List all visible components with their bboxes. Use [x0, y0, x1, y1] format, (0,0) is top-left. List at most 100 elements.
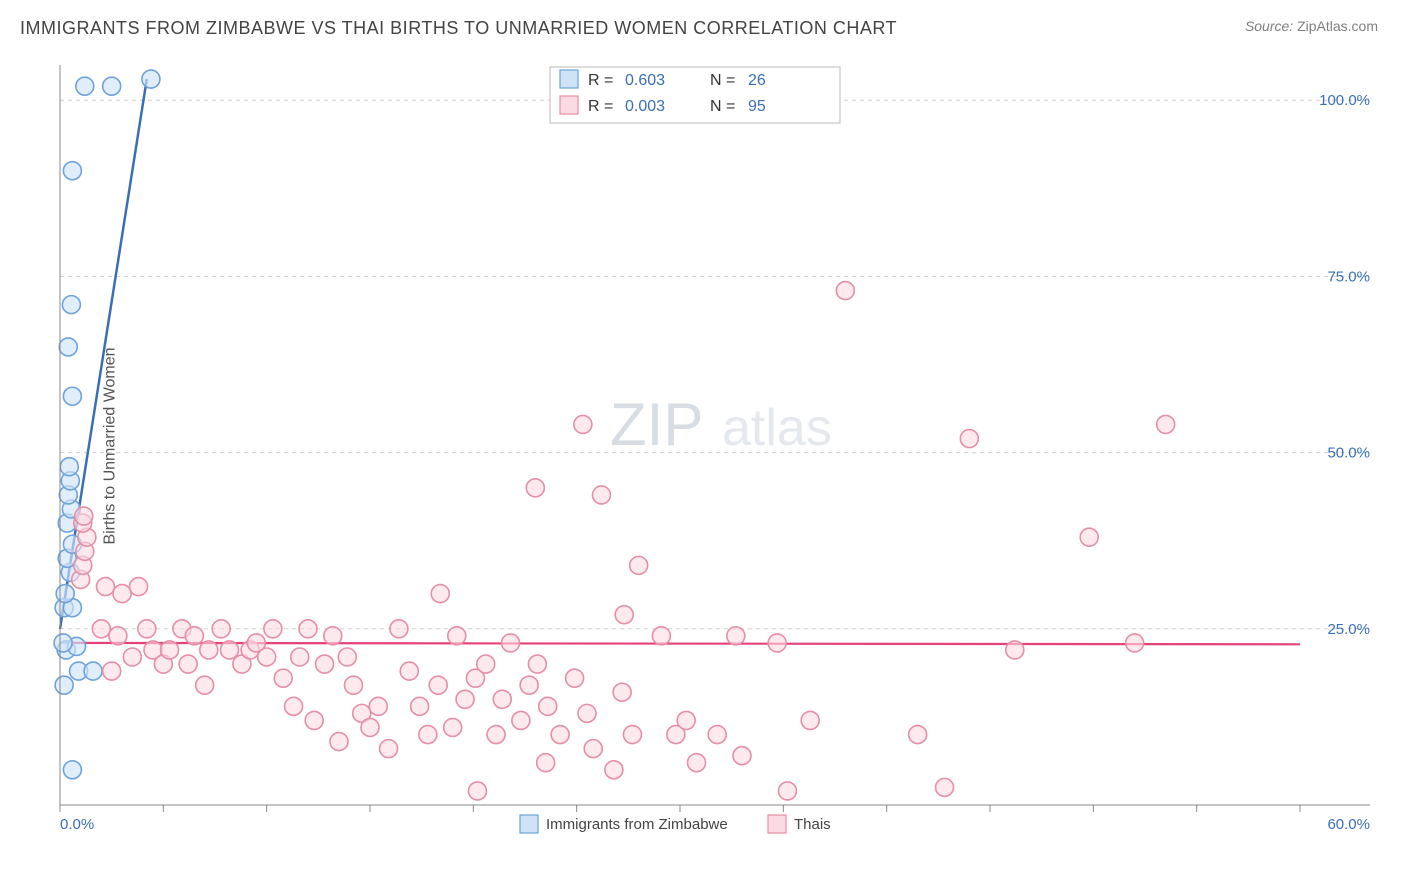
data-point: [688, 754, 706, 772]
data-point: [369, 697, 387, 715]
data-point: [411, 697, 429, 715]
data-point: [592, 486, 610, 504]
data-point: [909, 726, 927, 744]
data-point: [59, 338, 77, 356]
legend-swatch: [560, 70, 578, 88]
legend-r-label: R =: [588, 98, 613, 115]
data-point: [477, 655, 495, 673]
data-point: [109, 627, 127, 645]
data-point: [103, 77, 121, 95]
data-point: [63, 162, 81, 180]
data-point: [274, 669, 292, 687]
data-point: [520, 676, 538, 694]
y-tick-label: 25.0%: [1327, 621, 1370, 638]
legend-r-value: 0.603: [625, 72, 665, 89]
x-tick-label: 0.0%: [60, 816, 94, 833]
data-point: [60, 458, 78, 476]
data-point: [584, 740, 602, 758]
data-point: [836, 282, 854, 300]
data-point: [305, 711, 323, 729]
data-point: [1080, 528, 1098, 546]
data-point: [1157, 415, 1175, 433]
legend-n-value: 26: [748, 72, 766, 89]
legend-swatch: [520, 815, 538, 833]
data-point: [526, 479, 544, 497]
data-point: [179, 655, 197, 673]
data-point: [801, 711, 819, 729]
data-point: [574, 415, 592, 433]
data-point: [727, 627, 745, 645]
legend-r-label: R =: [588, 72, 613, 89]
data-point: [55, 676, 73, 694]
source-attribution: Source: ZipAtlas.com: [1245, 18, 1378, 34]
data-point: [200, 641, 218, 659]
data-point: [62, 296, 80, 314]
data-point: [778, 782, 796, 800]
x-tick-label: 60.0%: [1327, 816, 1370, 833]
source-value: ZipAtlas.com: [1297, 18, 1378, 34]
data-point: [185, 627, 203, 645]
legend-swatch: [560, 96, 578, 114]
data-point: [103, 662, 121, 680]
data-point: [330, 733, 348, 751]
data-point: [468, 782, 486, 800]
data-point: [539, 697, 557, 715]
data-point: [130, 578, 148, 596]
data-point: [380, 740, 398, 758]
data-point: [142, 70, 160, 88]
chart-title: IMMIGRANTS FROM ZIMBABWE VS THAI BIRTHS …: [20, 18, 897, 39]
data-point: [605, 761, 623, 779]
data-point: [960, 430, 978, 448]
data-point: [578, 704, 596, 722]
data-point: [419, 726, 437, 744]
data-point: [220, 641, 238, 659]
data-point: [537, 754, 555, 772]
data-point: [630, 556, 648, 574]
data-point: [615, 606, 633, 624]
legend-swatch: [768, 815, 786, 833]
data-point: [400, 662, 418, 680]
data-point: [285, 697, 303, 715]
data-point: [708, 726, 726, 744]
data-point: [344, 676, 362, 694]
data-point: [512, 711, 530, 729]
data-point: [92, 620, 110, 638]
data-point: [613, 683, 631, 701]
data-point: [502, 634, 520, 652]
data-point: [390, 620, 408, 638]
data-point: [123, 648, 141, 666]
data-point: [448, 627, 466, 645]
data-point: [113, 585, 131, 603]
data-point: [212, 620, 230, 638]
data-point: [493, 690, 511, 708]
data-point: [768, 634, 786, 652]
data-point: [338, 648, 356, 666]
data-point: [1006, 641, 1024, 659]
data-point: [264, 620, 282, 638]
data-point: [161, 641, 179, 659]
data-point: [324, 627, 342, 645]
legend-n-label: N =: [710, 72, 735, 89]
data-point: [444, 718, 462, 736]
data-point: [196, 676, 214, 694]
data-point: [456, 690, 474, 708]
data-point: [733, 747, 751, 765]
data-point: [138, 620, 156, 638]
legend-n-label: N =: [710, 98, 735, 115]
data-point: [623, 726, 641, 744]
legend-n-value: 95: [748, 98, 766, 115]
source-label: Source:: [1245, 18, 1293, 34]
data-point: [316, 655, 334, 673]
data-point: [652, 627, 670, 645]
data-point: [361, 718, 379, 736]
data-point: [429, 676, 447, 694]
data-point: [54, 634, 72, 652]
y-tick-label: 50.0%: [1327, 445, 1370, 462]
data-point: [96, 578, 114, 596]
data-point: [936, 778, 954, 796]
data-point: [299, 620, 317, 638]
data-point: [75, 507, 93, 525]
legend-r-value: 0.003: [625, 98, 665, 115]
legend-series-label: Thais: [794, 816, 831, 833]
scatter-chart: 25.0%50.0%75.0%100.0%ZIPatlas0.0%60.0%R …: [50, 55, 1380, 845]
